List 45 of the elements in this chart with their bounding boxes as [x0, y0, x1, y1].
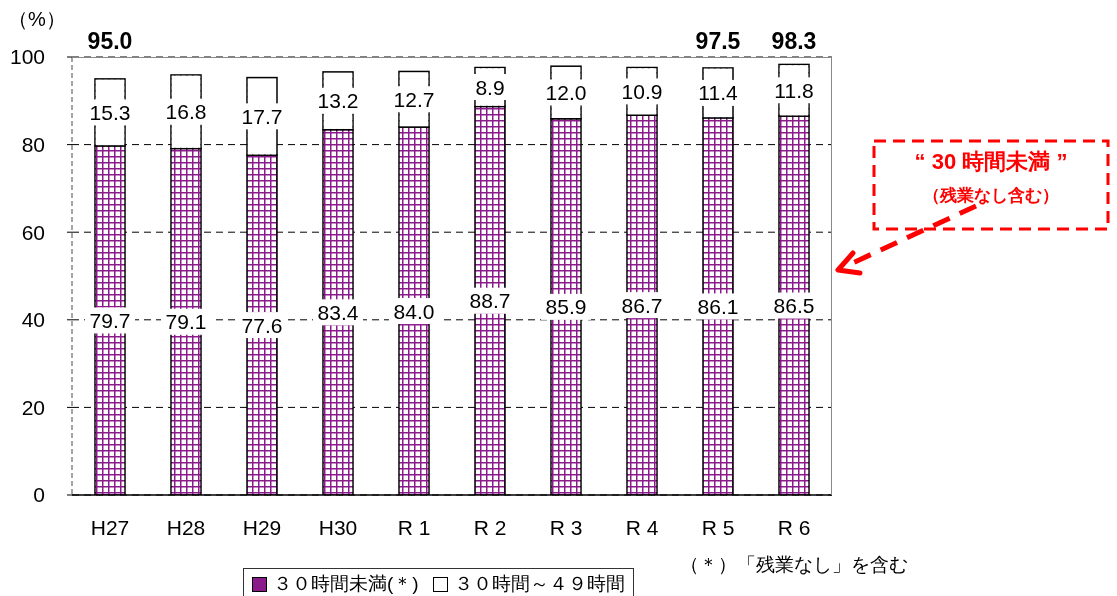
data-label: 85.9	[545, 295, 587, 319]
text: （＊）「残業なし」を含む	[680, 553, 908, 577]
text: “ 30 時間未満 ”	[913, 148, 1069, 176]
y-tick-label: 60	[21, 220, 45, 244]
legend-label: ３０時間未満(＊)	[273, 572, 419, 596]
data-label: 86.5	[773, 294, 815, 318]
y-tick-label: 80	[21, 133, 45, 157]
data-label: 79.7	[89, 308, 131, 332]
data-label: 12.7	[393, 87, 435, 111]
data-label: 77.6	[241, 313, 283, 337]
x-tick-label: H28	[166, 515, 206, 539]
y-axis-title: （%）	[8, 7, 66, 32]
data-label: 83.4	[317, 300, 359, 324]
x-tick-label: H27	[90, 515, 130, 539]
y-tick-label: 100	[9, 45, 45, 69]
legend-label: ３０時間～４９時間	[453, 572, 625, 596]
x-tick-label: R 4	[625, 515, 659, 539]
data-label: 86.7	[621, 293, 663, 317]
data-label: 16.8	[165, 100, 207, 124]
y-tick-label: 40	[21, 308, 45, 332]
y-tick-label: 0	[33, 483, 45, 507]
data-label: 88.7	[469, 289, 511, 313]
x-tick-label: R 1	[397, 515, 431, 539]
total-label: 98.3	[771, 28, 817, 54]
data-label: 84.0	[393, 299, 435, 323]
data-label: 10.9	[621, 79, 663, 103]
data-label: 86.1	[697, 294, 739, 318]
data-label: 8.9	[475, 75, 505, 99]
total-label: 97.5	[695, 28, 741, 54]
data-label: 13.2	[317, 89, 359, 113]
data-label: 15.3	[89, 100, 131, 124]
data-label: 79.1	[165, 310, 207, 334]
x-tick-label: R 3	[549, 515, 583, 539]
x-tick-label: R 5	[701, 515, 735, 539]
text: （残業なし含む）	[922, 185, 1060, 207]
data-label: 12.0	[545, 80, 587, 104]
x-tick-label: H30	[318, 515, 358, 539]
data-label: 11.4	[698, 81, 738, 105]
y-tick-label: 20	[21, 395, 45, 419]
x-tick-label: R 2	[473, 515, 507, 539]
x-tick-label: R 6	[777, 515, 811, 539]
x-tick-label: H29	[242, 515, 282, 539]
total-label: 95.0	[87, 28, 133, 54]
data-label: 17.7	[241, 104, 283, 128]
data-label: 11.8	[774, 78, 814, 102]
